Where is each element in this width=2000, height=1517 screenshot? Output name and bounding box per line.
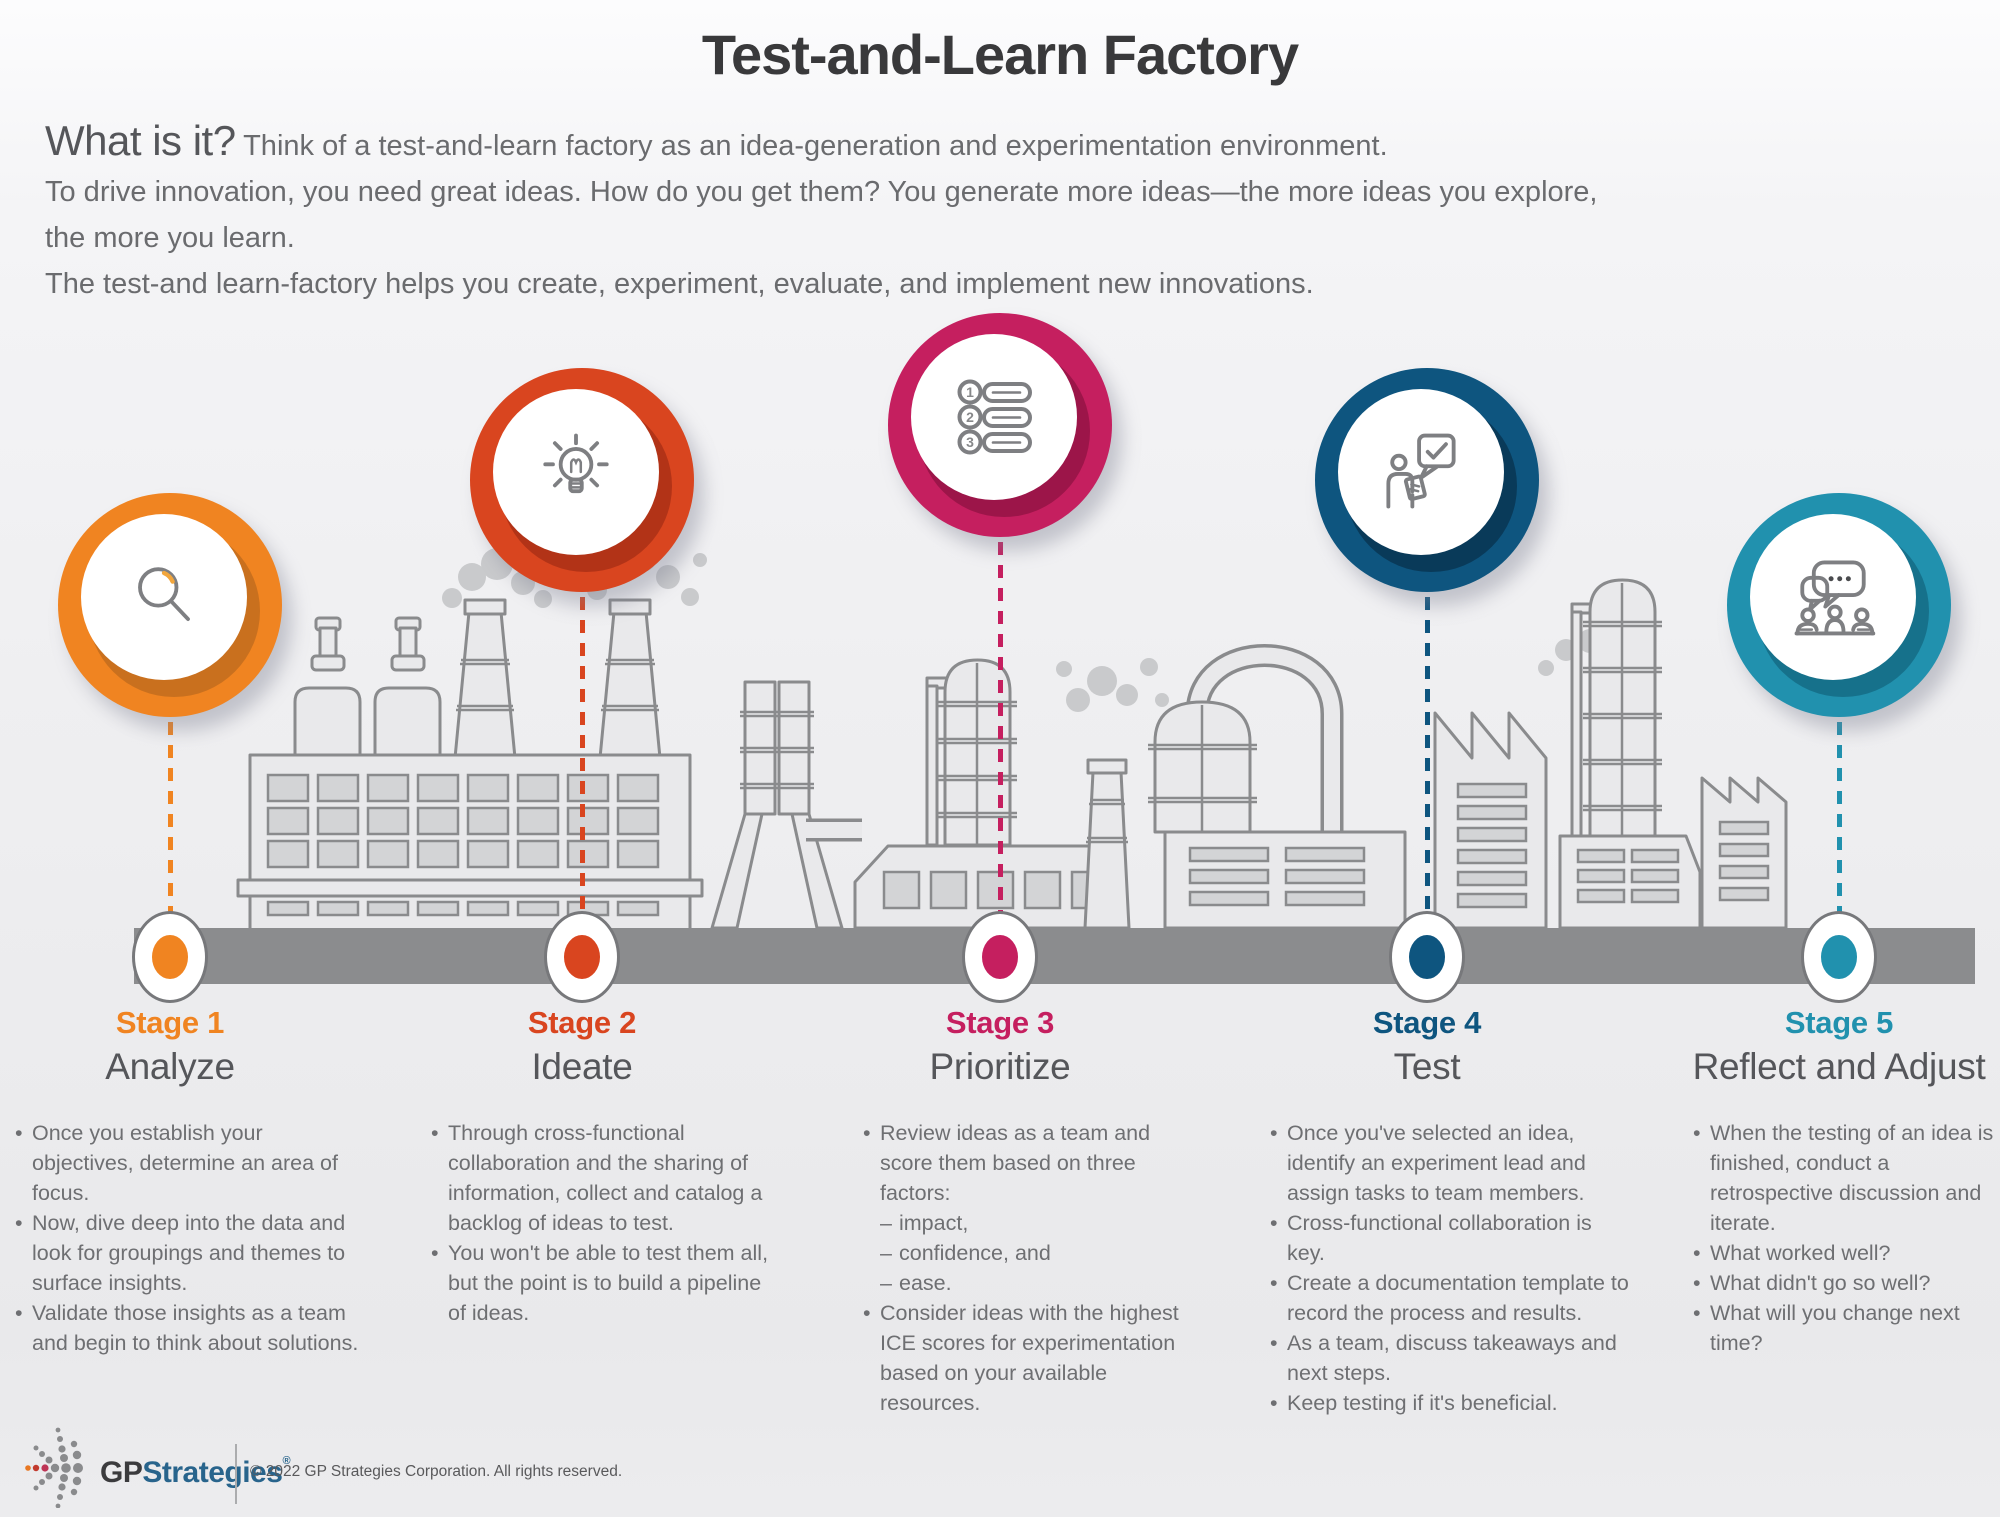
intro-lead: What is it? — [45, 117, 236, 164]
logo-gp: GP — [100, 1456, 143, 1489]
sawtooth-building-2 — [1700, 776, 1788, 930]
stage-2-circle-face — [493, 389, 659, 555]
bullet-item: • Once you've selected an idea, identify … — [1270, 1121, 1586, 1205]
factory-chimneys — [453, 598, 662, 760]
stage-5-name: Reflect and Adjust — [1692, 1046, 1986, 1087]
stage-2-label: Stage 2 — [527, 1005, 637, 1040]
intro-line-3: The test-and learn-factory helps you cre… — [45, 268, 1314, 300]
furnace-tower — [710, 680, 862, 930]
stage-1-connector-line — [167, 722, 173, 913]
svg-text:1: 1 — [966, 384, 974, 400]
magnifier-icon — [138, 567, 190, 621]
logo-strategies: Strategies — [142, 1456, 283, 1489]
bullet-item: • Consider ideas with the highest ICE sco… — [863, 1301, 1179, 1415]
stage-4-connector-line — [1424, 597, 1430, 913]
stage-4-name: Test — [1393, 1046, 1461, 1087]
bullet-item: • When the testing of an idea is finished… — [1693, 1121, 1994, 1235]
stage-2-bullets: • Through cross-functional collaboration … — [431, 1118, 783, 1328]
bullet-item: – impact, — [880, 1211, 969, 1235]
stage-1-circle-face — [81, 514, 247, 680]
tall-column — [1558, 578, 1702, 930]
stage-1-dot — [152, 935, 188, 979]
bullet-item: • Through cross-functional collaboration … — [431, 1121, 763, 1235]
bullet-item: • Review ideas as a team and score them b… — [863, 1121, 1151, 1205]
small-chimney — [1083, 758, 1131, 930]
sawtooth-building-1 — [1433, 711, 1548, 930]
bullet-item: • You won't be able to test them all, but… — [431, 1241, 769, 1325]
timeline-bar — [134, 928, 1975, 984]
bullet-item: • As a team, discuss takeaways and next s… — [1270, 1331, 1617, 1385]
bullet-item: • Keep testing if it's beneficial. — [1270, 1391, 1558, 1415]
bullet-item: • What didn't go so well? — [1693, 1271, 1931, 1295]
stage-5-circle — [1727, 493, 1951, 717]
stage-5-timeline-marker — [1801, 911, 1877, 1003]
intro-paragraph: What is it? Think of a test-and-learn fa… — [45, 118, 1605, 307]
bullet-item: • Cross-functional collaboration is key. — [1270, 1211, 1592, 1265]
intro-line-2: To drive innovation, you need great idea… — [45, 176, 1598, 254]
stage-1-bullets: • Once you establish your objectives, det… — [15, 1118, 367, 1358]
stage-2-circle — [470, 368, 694, 592]
stage-4-label: Stage 4 — [1372, 1005, 1482, 1040]
svg-text:2: 2 — [966, 409, 974, 425]
person-review-check-icon — [1386, 433, 1456, 509]
stage-4-bullets: • Once you've selected an idea, identify … — [1270, 1118, 1635, 1418]
stage-3-name: Prioritize — [929, 1046, 1071, 1087]
stage-3-connector-line — [997, 542, 1003, 913]
bullet-item: • What will you change next time? — [1693, 1301, 1960, 1355]
bullet-item: – ease. — [880, 1271, 952, 1295]
stage-3-dot — [982, 935, 1018, 979]
gp-strategies-logo-text: GPStrategies® — [100, 1455, 291, 1490]
copyright-text: © 2022 GP Strategies Corporation. All ri… — [250, 1463, 623, 1480]
numbered-list-icon: 1 2 3 — [957, 379, 1032, 455]
stage-2-dot — [564, 935, 600, 979]
stage-4-circle-face — [1338, 389, 1504, 555]
stage-1-timeline-marker — [132, 911, 208, 1003]
stage-4-circle — [1315, 368, 1539, 592]
page-title: Test-and-Learn Factory — [701, 23, 1299, 86]
stage-3-bullets: • Review ideas as a team and score them b… — [863, 1118, 1198, 1418]
stage-2-timeline-marker — [544, 911, 620, 1003]
stage-5-circle-face — [1750, 514, 1916, 680]
stage-3-label: Stage 3 — [945, 1005, 1055, 1040]
roof-vessels — [293, 616, 442, 760]
stage-1-circle — [58, 493, 282, 717]
stage-3-timeline-marker — [962, 911, 1038, 1003]
stage-4-timeline-marker — [1389, 911, 1465, 1003]
bullet-item: • Create a documentation template to reco… — [1270, 1271, 1629, 1325]
registered-mark: ® — [282, 1455, 291, 1467]
gp-strategies-logo-burst — [25, 1427, 83, 1508]
dome-column — [925, 658, 1017, 847]
lightbulb-icon — [543, 433, 609, 494]
bullet-item: • Now, dive deep into the data and look f… — [15, 1211, 346, 1295]
stage-2-name: Ideate — [531, 1046, 633, 1087]
stage-2-connector-line — [579, 597, 585, 913]
team-discussion-icon — [1794, 560, 1876, 636]
stage-3-circle: 1 2 3 — [888, 313, 1112, 537]
u-pipe-vessel — [1148, 644, 1407, 930]
svg-text:3: 3 — [966, 434, 974, 450]
stage-5-label: Stage 5 — [1784, 1005, 1894, 1040]
stage-1-name: Analyze — [105, 1046, 235, 1087]
stage-5-dot — [1821, 935, 1857, 979]
stage-3-circle-face: 1 2 3 — [911, 334, 1077, 500]
bullet-item: • Validate those insights as a team and b… — [15, 1301, 359, 1355]
stage-4-dot — [1409, 935, 1445, 979]
bullet-item: – confidence, and — [880, 1241, 1051, 1265]
footer-divider — [235, 1444, 237, 1504]
bullet-item: • Once you establish your objectives, det… — [15, 1121, 338, 1205]
stage-5-connector-line — [1836, 722, 1842, 913]
intro-line-1: What is it? Think of a test-and-learn fa… — [45, 117, 1388, 164]
main-factory-building — [236, 753, 704, 932]
bullet-item: • What worked well? — [1693, 1241, 1891, 1265]
stage-1-label: Stage 1 — [115, 1005, 225, 1040]
stage-5-bullets: • When the testing of an idea is finished… — [1693, 1118, 2000, 1358]
